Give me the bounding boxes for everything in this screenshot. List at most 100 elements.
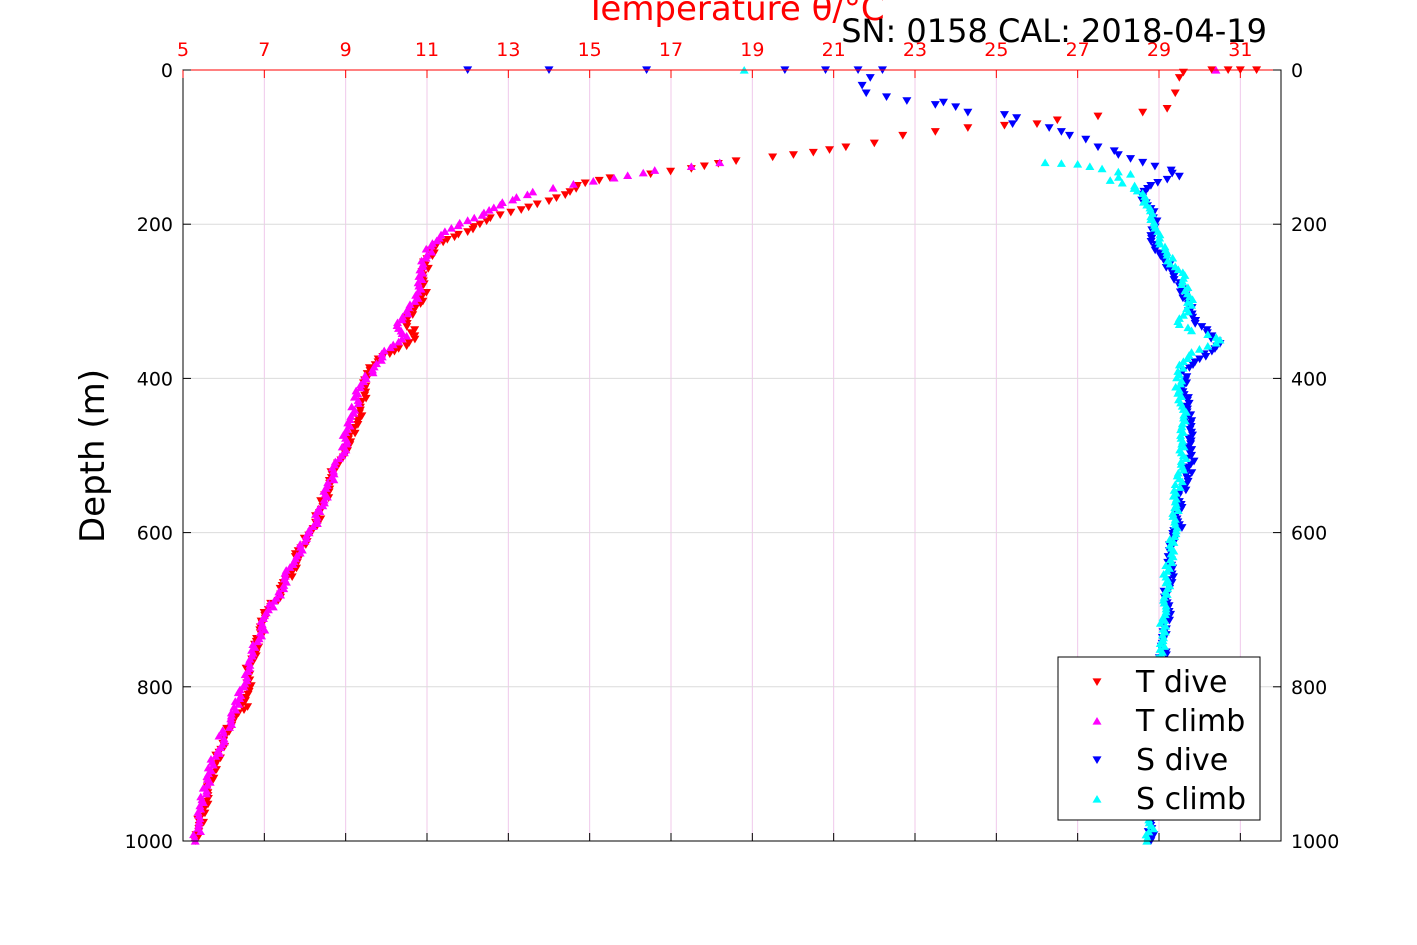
data-point [446,224,456,232]
data-point [402,331,412,340]
x-tick-label: 31 [1228,39,1252,61]
data-point [1148,824,1158,833]
data-point [318,501,328,510]
data-point [195,827,205,835]
data-point [1162,104,1172,113]
data-point [594,176,604,185]
data-point [495,211,505,219]
data-point [1177,524,1187,532]
legend-label: T dive [1135,665,1227,700]
data-point [312,519,322,527]
data-point [1197,323,1207,331]
data-point [623,171,633,179]
data-point [377,349,387,358]
legend-label: S climb [1136,782,1246,817]
y-tick-label-right: 400 [1291,368,1327,390]
data-point [397,315,407,324]
data-point [1113,167,1123,176]
data-point [353,399,363,408]
data-point [1160,642,1170,650]
data-point [1040,158,1050,167]
data-point [1173,265,1183,274]
series-t-climb [189,65,1221,845]
calibration-annotation: SN: 0158 CAL: 2018-04-19 [841,12,1267,50]
data-point [1187,469,1197,477]
data-point [605,174,615,182]
data-point [1065,131,1075,140]
data-point [1174,74,1184,82]
legend-marker [1092,794,1102,803]
data-point [402,323,412,331]
data-point [528,187,538,196]
data-point [475,220,485,229]
data-point [1146,237,1156,246]
data-point [650,166,660,174]
data-point [869,139,879,148]
x-tick-label: 13 [496,39,520,61]
legend-label: S dive [1136,743,1228,778]
data-point [402,342,412,351]
data-point [1165,616,1175,625]
data-point [1012,114,1022,122]
data-point [211,752,221,760]
data-point [963,124,973,132]
data-point [1183,298,1193,306]
data-point [482,217,492,226]
data-point [731,157,741,166]
data-point [1138,108,1148,117]
x-tick-label: 7 [258,39,270,61]
data-point [1172,373,1182,382]
data-point [715,158,725,167]
data-point [699,162,709,171]
data-point [898,131,908,140]
data-point [1165,535,1175,543]
chart-title: Temperature θ/°C [584,0,884,29]
x-tick-label: 25 [984,39,1008,61]
data-point [1179,465,1189,474]
data-point [385,343,395,352]
legend-box [1057,656,1261,821]
data-point [788,151,798,159]
data-point [1170,532,1180,541]
data-point [963,108,973,117]
data-point [235,694,245,702]
data-point [440,227,450,235]
data-point [376,356,386,364]
data-point [1215,335,1225,344]
data-point [1113,151,1123,159]
y-tick-label-right: 600 [1291,523,1327,545]
data-point [453,230,463,239]
data-point [413,278,423,287]
data-point [329,475,339,484]
data-point [403,309,413,318]
data-point [580,179,590,188]
data-point [238,700,248,708]
data-point [1211,338,1221,347]
data-point [1097,164,1107,173]
data-point [1056,159,1066,167]
data-point [239,682,249,691]
data-point [1176,379,1186,388]
x-tick-label: 29 [1147,39,1171,61]
data-point [1032,120,1042,129]
data-point [1203,330,1213,339]
data-point [1169,276,1179,284]
data-point [201,789,211,798]
data-point [477,211,487,219]
data-point [609,173,619,182]
legend-label: T climb [1135,704,1245,739]
data-point [1188,295,1198,303]
data-point [417,275,427,284]
data-point [361,394,371,403]
y-tick-label-right: 0 [1291,60,1303,82]
x-tick-label: 15 [578,39,602,61]
data-point [432,236,442,245]
x-tick-label: 23 [903,39,927,61]
data-point [1165,259,1175,268]
data-point [1117,178,1127,187]
x-tick-label: 27 [1066,39,1090,61]
data-point [508,195,518,204]
data-point [495,200,505,209]
data-point [1138,158,1148,167]
